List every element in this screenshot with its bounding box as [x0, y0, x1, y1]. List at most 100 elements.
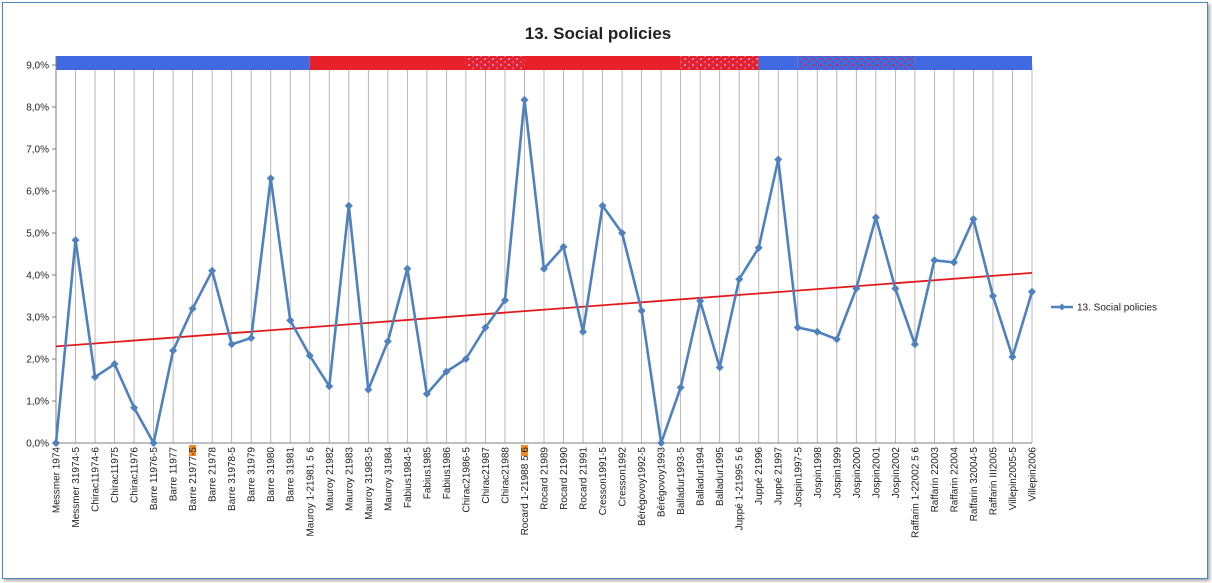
government-band-segment: [524, 56, 681, 70]
x-tick-label: Jospin1997-5: [793, 447, 804, 507]
data-point: [110, 360, 119, 369]
data-point: [969, 215, 978, 224]
government-band-segment: [309, 56, 466, 70]
x-tick-label: Barre 31980: [266, 447, 277, 502]
x-tick-label: Chirac11976: [130, 447, 141, 503]
x-tick-label: Barre 21977-5: [188, 447, 199, 511]
data-point: [247, 334, 256, 342]
y-tick-label: 4,0%: [26, 271, 49, 282]
government-band-segment: [56, 56, 310, 70]
x-tick-label: Fabius1986: [442, 447, 453, 500]
data-point: [715, 363, 724, 372]
data-point: [461, 355, 470, 363]
x-tick-label: Jospin1998: [813, 447, 824, 499]
y-tick-label: 9,0%: [26, 61, 49, 72]
x-tick-label: Cresson1991-5: [598, 447, 609, 516]
data-point: [676, 383, 685, 392]
x-tick-label: Barre 31981: [286, 447, 297, 502]
x-tick-label: Mauroy 21983: [344, 447, 355, 511]
y-tick-label: 7,0%: [26, 145, 49, 156]
x-tick-label: Jospin2000: [852, 447, 863, 499]
y-tick-label: 6,0%: [26, 187, 49, 198]
x-tick-label: Chirac21988: [500, 447, 511, 504]
x-tick-label: Chirac11974-6: [91, 447, 102, 512]
data-point: [344, 201, 353, 210]
data-point: [832, 335, 841, 344]
y-tick-label: 5,0%: [26, 229, 49, 240]
x-tick-label: Jospin2002: [891, 447, 902, 499]
data-point: [91, 373, 100, 382]
government-band-segment: [914, 56, 1032, 70]
data-point: [52, 439, 60, 447]
data-point: [364, 385, 373, 394]
data-point: [813, 327, 822, 336]
data-point: [891, 284, 900, 293]
x-tick-label: Villepin2005-5: [1008, 447, 1019, 511]
data-point: [949, 258, 958, 267]
data-point: [325, 382, 334, 391]
y-tick-label: 0,0%: [26, 439, 49, 450]
x-tick-label: Bérégovoy1992-5: [637, 447, 648, 526]
x-tick-label: Raffarin III2005: [988, 447, 999, 516]
x-tick-label: Mauroy 1-21981 5 6: [305, 447, 316, 537]
x-tick-label: Rocard 1-21988 5 6: [520, 447, 531, 536]
government-band-segment: [680, 56, 759, 70]
data-point: [422, 389, 431, 398]
x-tick-label: Bérégovoy1993: [657, 447, 668, 517]
x-tick-label: Mauroy 31983-5: [364, 447, 375, 520]
data-point: [754, 243, 763, 252]
series-13-social-policies: [52, 95, 1036, 447]
x-tick-label: Jospin1999: [832, 447, 843, 499]
x-tick-label: Fabius1984-5: [403, 447, 414, 509]
data-point: [793, 323, 802, 332]
x-tick-label: Balladur1995: [715, 447, 726, 506]
x-tick-label: Balladur1993-5: [676, 447, 687, 515]
data-point: [403, 264, 412, 273]
data-point: [520, 95, 529, 104]
x-tick-label: Chirac11975: [110, 447, 121, 503]
data-point: [266, 174, 275, 183]
data-point: [130, 403, 139, 412]
data-point: [637, 306, 646, 315]
x-tick-label: Raffarin 32004-5: [969, 447, 980, 522]
chart-title: 13. Social policies: [524, 24, 672, 43]
data-point: [71, 236, 80, 245]
legend-marker: [1058, 303, 1066, 311]
data-point: [540, 264, 548, 273]
data-point: [910, 340, 919, 349]
legend: 13. Social policies: [1051, 303, 1157, 314]
x-tick-label: Barre 31978-5: [227, 447, 238, 511]
x-tick-label: Rocard 21991: [579, 447, 590, 510]
data-point: [208, 266, 217, 275]
data-point: [618, 229, 627, 237]
y-tick-label: 1,0%: [26, 397, 49, 408]
x-tick-label: Raffarin 22004: [949, 447, 960, 513]
election-marker: [189, 445, 197, 456]
data-point: [442, 367, 451, 376]
y-axis-labels: 0,0% 1,0% 2,0% 3,0% 4,0% 5,0% 6,0% 7,0% 8,0% 9,0%: [26, 61, 49, 450]
data-point: [169, 346, 178, 355]
data-point: [383, 337, 392, 346]
x-tick-label: Juppé 1-21995 5 6: [735, 447, 746, 531]
data-point: [871, 213, 880, 222]
legend-label: 13. Social policies: [1077, 303, 1157, 314]
gridlines: [55, 65, 1033, 443]
x-tick-label: Rocard 21990: [559, 447, 570, 510]
x-tick-label: Jospin2001: [871, 447, 882, 499]
data-point: [559, 242, 568, 251]
x-tick-label: Rocard 21989: [540, 447, 551, 510]
x-tick-label: Raffarin 1-22002 5 6: [910, 447, 921, 538]
data-point: [988, 292, 997, 300]
data-point: [579, 327, 588, 336]
government-band: [56, 56, 1032, 70]
x-tick-label: Juppé 21997: [774, 447, 785, 505]
x-tick-label: Mauroy 31984: [383, 447, 394, 511]
data-point: [500, 296, 509, 305]
data-point: [598, 201, 607, 210]
data-point: [696, 297, 705, 306]
y-tick-label: 2,0%: [26, 355, 49, 366]
government-band-segment: [465, 56, 525, 70]
election-markers: [189, 445, 528, 456]
x-tick-label: Messmer 31974-5: [71, 447, 82, 528]
